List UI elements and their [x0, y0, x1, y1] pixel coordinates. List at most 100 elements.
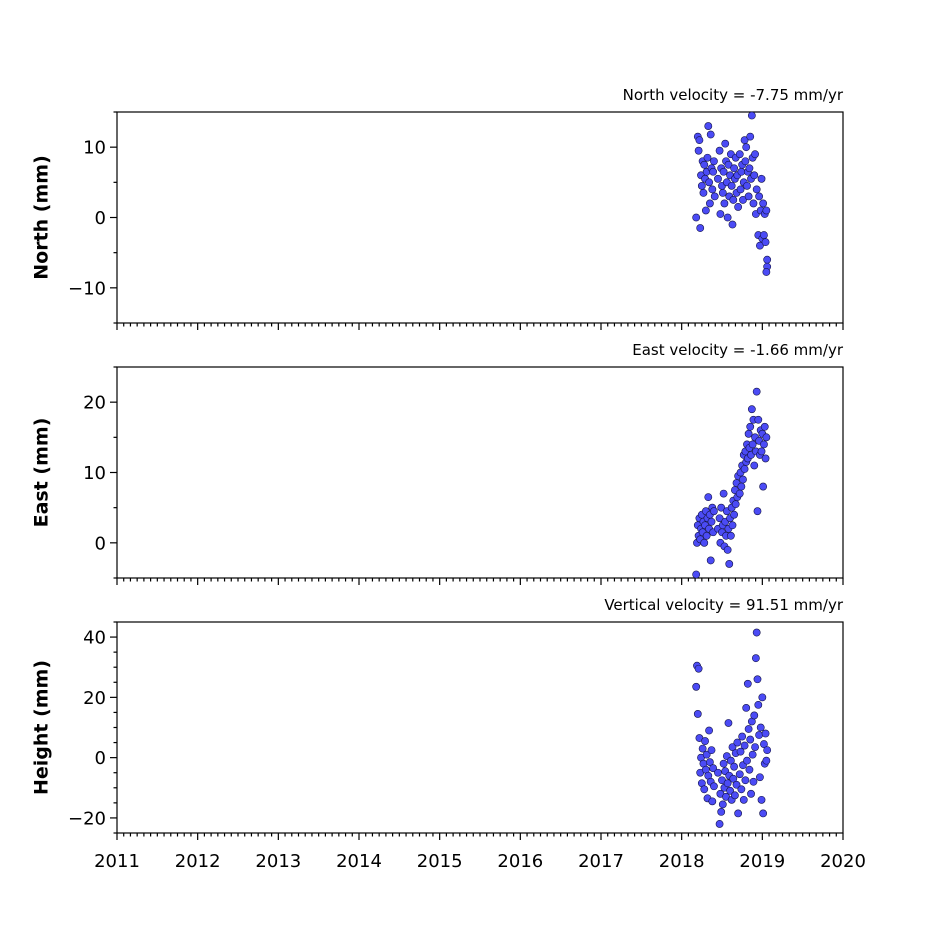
- data-point: [750, 711, 759, 720]
- data-point: [754, 700, 763, 709]
- data-point: [718, 800, 727, 809]
- x-tick-label: 2019: [739, 851, 785, 872]
- x-tick-label: 2018: [659, 851, 705, 872]
- data-point: [729, 196, 738, 204]
- x-tick-label: 2012: [175, 851, 221, 872]
- y-tick-label: 0: [95, 533, 106, 554]
- east-points: [692, 387, 771, 579]
- data-point: [742, 704, 751, 712]
- data-point: [746, 132, 755, 141]
- data-point: [726, 756, 735, 765]
- data-point: [748, 440, 757, 449]
- data-point: [736, 185, 745, 194]
- data-point: [751, 150, 759, 159]
- height-y-axis-label: Height (mm): [31, 660, 53, 795]
- data-point: [706, 556, 715, 565]
- data-point: [743, 181, 751, 190]
- data-point: [750, 461, 759, 470]
- data-point: [710, 507, 718, 516]
- data-point: [732, 780, 741, 789]
- data-point: [755, 731, 764, 739]
- data-point: [737, 785, 746, 794]
- data-point: [725, 560, 734, 568]
- data-point: [709, 167, 718, 176]
- data-point: [708, 797, 717, 806]
- data-point: [704, 493, 713, 502]
- data-point: [746, 422, 755, 431]
- data-point: [696, 224, 705, 232]
- data-point: [753, 675, 762, 684]
- vertical-points: [692, 628, 772, 828]
- data-point: [719, 489, 728, 498]
- data-point: [735, 770, 744, 779]
- data-point: [697, 181, 706, 190]
- data-point: [760, 422, 769, 431]
- data-point: [698, 744, 707, 753]
- data-point: [726, 786, 734, 795]
- data-point: [700, 160, 709, 169]
- plot-frame: [116, 111, 844, 324]
- data-point: [699, 188, 708, 197]
- north-panel: North velocity = -7.75 mm/yr North (mm) …: [31, 86, 844, 330]
- data-point: [738, 732, 747, 741]
- data-point: [717, 808, 726, 816]
- data-point: [739, 196, 747, 204]
- data-point: [729, 774, 738, 783]
- data-point: [719, 167, 728, 176]
- data-point: [761, 729, 770, 738]
- data-point: [759, 809, 768, 818]
- data-point: [733, 738, 742, 747]
- data-point: [737, 167, 746, 176]
- data-point: [705, 726, 713, 735]
- data-point: [757, 174, 766, 183]
- x-tick-label: 2013: [255, 851, 301, 872]
- data-point: [693, 710, 702, 718]
- y-tick-label: 20: [83, 688, 106, 709]
- data-point: [749, 777, 758, 786]
- data-point: [728, 521, 737, 530]
- data-point: [724, 160, 733, 169]
- data-point: [726, 531, 735, 540]
- data-point: [710, 157, 718, 166]
- data-point: [753, 507, 762, 516]
- data-point: [734, 203, 743, 211]
- data-point: [756, 723, 765, 732]
- y-tick-label: 10: [83, 463, 106, 484]
- data-point: [756, 241, 764, 250]
- x-tick-label: 2011: [94, 851, 140, 872]
- x-tick-label: 2020: [820, 851, 866, 872]
- data-point: [702, 750, 711, 759]
- data-point: [762, 206, 771, 215]
- data-point: [716, 210, 725, 218]
- data-point: [702, 531, 711, 540]
- data-point: [745, 765, 754, 774]
- data-point: [739, 795, 748, 804]
- y-tick-label: 10: [83, 138, 106, 159]
- data-point: [754, 415, 763, 424]
- data-point: [730, 762, 738, 771]
- y-tick-label: 0: [95, 208, 106, 229]
- data-point: [761, 238, 770, 247]
- data-point: [706, 130, 715, 139]
- data-point: [745, 164, 754, 173]
- east-velocity-title: East velocity = -1.66 mm/yr: [632, 341, 844, 359]
- data-point: [763, 255, 772, 264]
- data-point: [756, 773, 764, 782]
- data-point: [735, 489, 744, 498]
- data-point: [748, 750, 757, 759]
- data-point: [744, 725, 753, 733]
- data-point: [730, 164, 738, 173]
- data-point: [743, 756, 751, 765]
- data-point: [760, 440, 768, 449]
- data-point: [694, 146, 703, 155]
- north-y-axis-label: North (mm): [31, 155, 53, 280]
- data-point: [719, 759, 728, 768]
- data-point: [714, 768, 722, 777]
- data-point: [720, 199, 729, 208]
- data-point: [728, 220, 737, 229]
- data-point: [762, 756, 771, 765]
- data-point: [717, 503, 726, 512]
- y-tick-label: −10: [68, 278, 106, 299]
- north-velocity-title: North velocity = -7.75 mm/yr: [623, 86, 844, 104]
- data-point: [715, 514, 724, 523]
